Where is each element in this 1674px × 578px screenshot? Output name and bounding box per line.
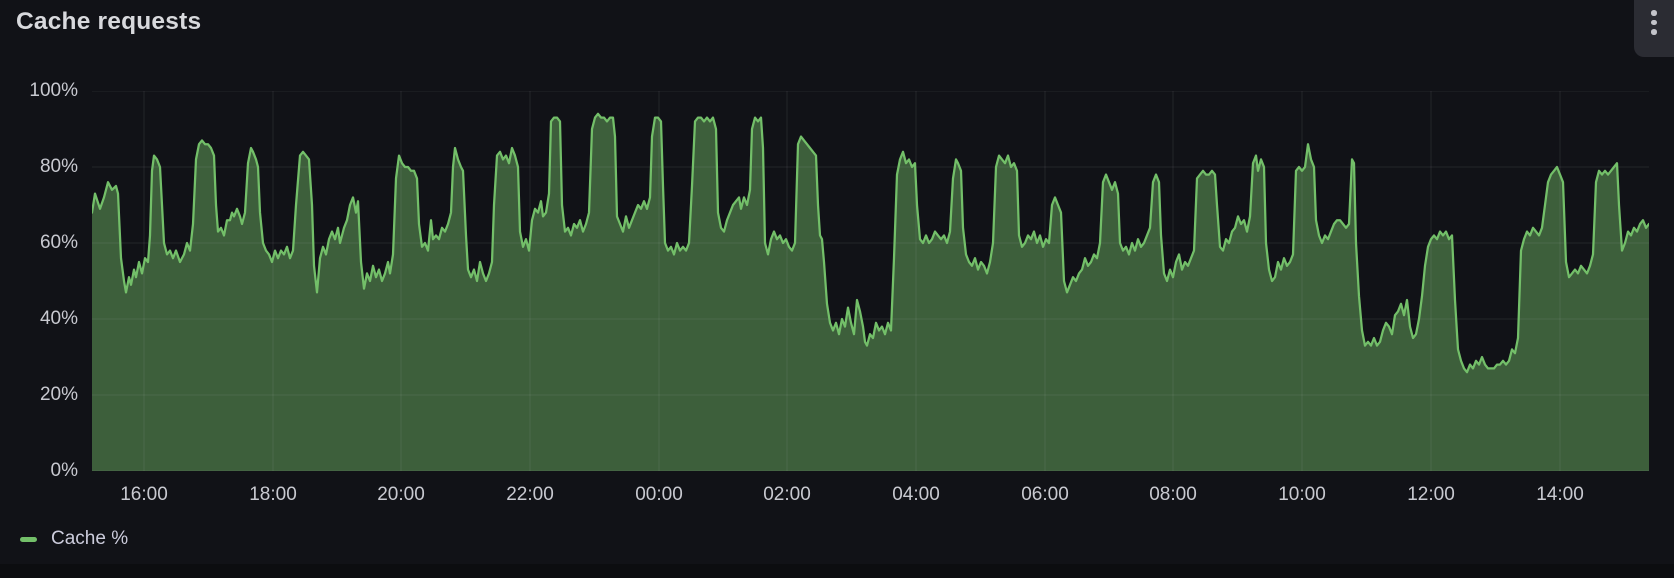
- kebab-vertical-icon: [1651, 29, 1657, 35]
- y-tick-label: 40%: [39, 308, 78, 329]
- x-tick-label: 00:00: [635, 484, 683, 505]
- y-tick-label: 100%: [29, 80, 78, 101]
- x-tick-label: 22:00: [506, 484, 554, 505]
- y-tick-label: 20%: [39, 384, 78, 405]
- x-tick-label: 18:00: [249, 484, 297, 505]
- series-line: [92, 112, 1649, 374]
- legend-swatch: [20, 536, 37, 542]
- chart-canvas: [92, 91, 1649, 471]
- kebab-vertical-icon: [1651, 19, 1657, 25]
- x-tick-label: 02:00: [763, 484, 811, 505]
- time-series-chart[interactable]: [92, 91, 1649, 471]
- x-tick-label: 12:00: [1407, 484, 1455, 505]
- panel-cache-requests: Cache requests 0% 20% 40% 60% 80% 100% 16:00 1…: [16, 0, 1674, 550]
- kebab-vertical-icon: [1651, 10, 1657, 16]
- x-tick-label: 10:00: [1278, 484, 1326, 505]
- panel-title: Cache requests: [16, 8, 202, 35]
- x-tick-label: 14:00: [1536, 484, 1584, 505]
- x-tick-label: 08:00: [1149, 484, 1197, 505]
- x-tick-label: 04:00: [892, 484, 940, 505]
- y-tick-label: 60%: [39, 232, 78, 253]
- x-tick-label: 16:00: [120, 484, 168, 505]
- panel-menu-button[interactable]: [1634, 0, 1674, 57]
- y-tick-label: 80%: [39, 156, 78, 177]
- y-tick-label: 0%: [50, 460, 78, 481]
- legend-label: Cache %: [51, 528, 129, 549]
- legend-item-cache-percent[interactable]: Cache %: [20, 528, 128, 550]
- series-area-fill: [92, 113, 1649, 471]
- x-tick-label: 06:00: [1021, 484, 1069, 505]
- x-tick-label: 20:00: [377, 484, 425, 505]
